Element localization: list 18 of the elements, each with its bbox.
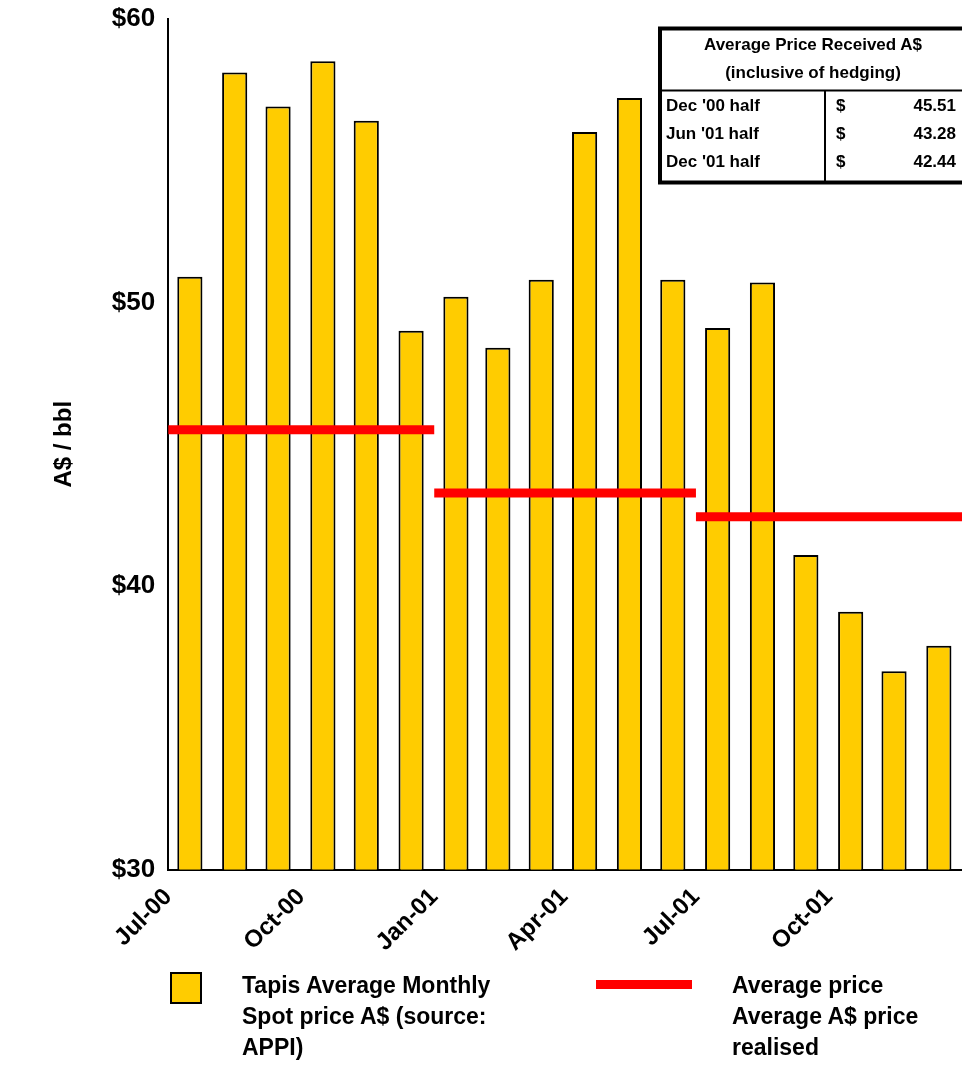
y-tick-label: $30 xyxy=(111,853,156,884)
annotation: $ xyxy=(836,124,846,144)
annotation: $ xyxy=(836,96,846,116)
annotation: Dec '01 half xyxy=(666,152,761,172)
y-axis-title: A$ / bbl xyxy=(49,400,77,488)
annotation: 43.28 xyxy=(913,124,956,144)
y-tick-label: $50 xyxy=(111,285,156,316)
annotation: $ xyxy=(836,152,846,172)
y-tick-label: $60 xyxy=(111,1,156,32)
annotation: Jun '01 half xyxy=(666,124,760,144)
legend-label: Average price Average A$ price realised xyxy=(732,971,920,1062)
annotation: Dec '00 half xyxy=(666,96,761,116)
y-tick-label: $40 xyxy=(111,569,156,600)
annotation: (inclusive of hedging) xyxy=(725,63,901,83)
annotation: 45.51 xyxy=(913,96,956,116)
annotation: 42.44 xyxy=(913,152,957,172)
legend-label: Tapis Average Monthly Spot price A$ (source: APPI) xyxy=(242,971,492,1062)
annotation: Average Price Received A$ xyxy=(704,35,923,55)
